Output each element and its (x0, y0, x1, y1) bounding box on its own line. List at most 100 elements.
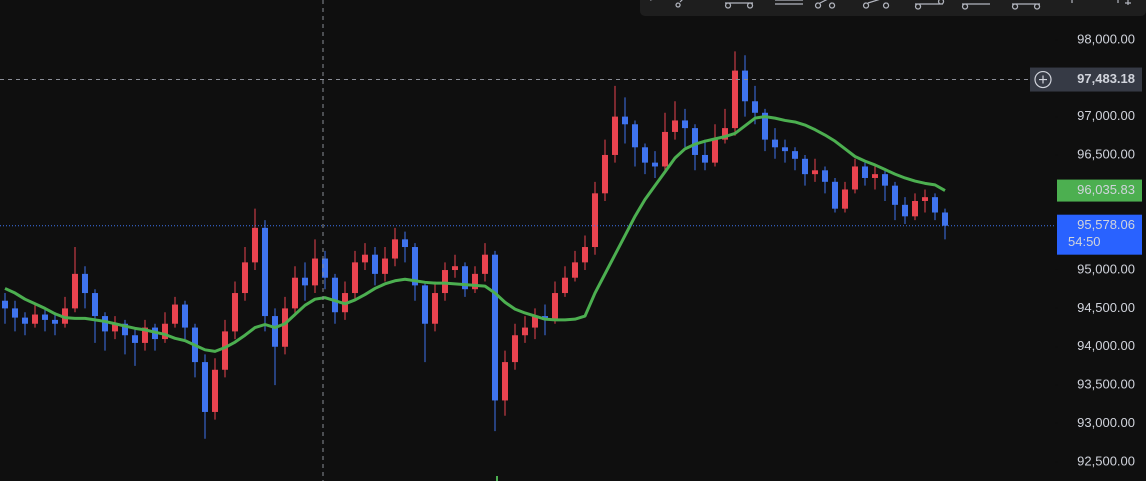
candle-body (642, 147, 648, 163)
candle-body (592, 193, 598, 248)
candle-body (802, 158, 808, 175)
candle-body (922, 197, 928, 201)
candle-body (882, 174, 888, 186)
candle-body (122, 323, 128, 336)
countdown-label: 54:50 (1068, 234, 1101, 249)
candle-body (282, 308, 288, 347)
tool-icon[interactable] (775, 0, 803, 5)
candle-body (492, 254, 498, 401)
candle-body (312, 258, 318, 286)
crosshair-label-bg (1030, 67, 1142, 92)
candle-body (262, 227, 268, 317)
tool-icon[interactable] (650, 0, 686, 8)
candle-body (532, 316, 538, 328)
candle-body (792, 151, 798, 159)
candle-body (442, 270, 448, 294)
candle-body (902, 204, 908, 217)
moving-average-line (4, 115, 946, 353)
y-tick-label: 94,500.00 (1077, 300, 1135, 315)
candle-body (232, 293, 238, 332)
candle-body (102, 316, 108, 332)
candle-body (652, 162, 658, 167)
candle-body (272, 316, 278, 347)
candle-body (382, 258, 388, 274)
candle-body (2, 300, 8, 309)
candle-body (112, 323, 118, 332)
candle-body (462, 266, 468, 290)
candle-body (632, 124, 638, 148)
y-tick-label: 93,500.00 (1077, 377, 1135, 392)
tool-icon[interactable] (1011, 3, 1041, 10)
candle-body (762, 112, 768, 140)
candle-body (392, 239, 398, 259)
candle-body (562, 277, 568, 294)
candle-body (712, 139, 718, 163)
y-tick-label: 98,000.00 (1077, 31, 1135, 46)
candle-body (872, 174, 878, 178)
add-alert-button[interactable] (1034, 70, 1052, 89)
candle-body (362, 254, 368, 263)
tool-icon[interactable] (814, 0, 836, 9)
candle-body (252, 227, 258, 263)
candle-body (842, 189, 848, 209)
candle-body (812, 170, 818, 175)
candle-body (852, 166, 858, 190)
y-tick-label: 97,000.00 (1077, 108, 1135, 123)
candle-body (612, 116, 618, 155)
candle-body (22, 317, 28, 324)
candle-body (202, 362, 208, 412)
tool-icon[interactable] (724, 2, 754, 9)
candle-body (682, 120, 688, 129)
tool-icon[interactable] (1071, 0, 1131, 5)
candle-body (932, 197, 938, 213)
crosshair-price-label: 97,483.18 (1077, 71, 1135, 86)
candle-body (72, 273, 78, 309)
candle-body (772, 139, 778, 148)
tool-icon[interactable] (961, 0, 990, 10)
candle-body (42, 314, 48, 320)
y-tick-label: 96,500.00 (1077, 146, 1135, 161)
candle-body (132, 335, 138, 343)
candle-body (92, 293, 98, 317)
candle-body (52, 319, 58, 324)
candle-body (892, 185, 898, 205)
candle-body (402, 239, 408, 248)
y-tick-label: 94,000.00 (1077, 338, 1135, 353)
candle-body (472, 273, 478, 290)
candle-body (912, 200, 918, 217)
candle-body (582, 247, 588, 263)
candle-body (82, 273, 88, 294)
candle-body (332, 277, 338, 313)
tool-icon[interactable] (914, 0, 945, 10)
candle-body (822, 170, 828, 182)
candle-body (782, 147, 788, 152)
candle-body (422, 285, 428, 324)
candle-body (322, 258, 328, 278)
tool-icon[interactable] (862, 0, 890, 9)
candle-body (942, 212, 948, 226)
toolbar[interactable] (640, 0, 1146, 16)
candle-body (732, 70, 738, 129)
candle-body (752, 101, 758, 113)
candle-body (32, 314, 38, 324)
candle-body (672, 120, 678, 132)
candle-body (222, 331, 228, 370)
add-alert-icon (1039, 75, 1047, 84)
candle-body (832, 181, 838, 209)
last-price-label-bg (1057, 214, 1142, 255)
candle-body (512, 335, 518, 363)
candle-body (242, 262, 248, 294)
candle-body (502, 362, 508, 401)
y-tick-label: 93,000.00 (1077, 415, 1135, 430)
candle-body (292, 277, 298, 309)
candle-body (552, 293, 558, 320)
candle-body (572, 262, 578, 278)
y-tick-label: 92,500.00 (1077, 453, 1135, 468)
candle-body (602, 154, 608, 194)
plot-area (2, 39, 1058, 463)
ma-label-bg (1057, 179, 1142, 202)
candle-body (622, 116, 628, 125)
